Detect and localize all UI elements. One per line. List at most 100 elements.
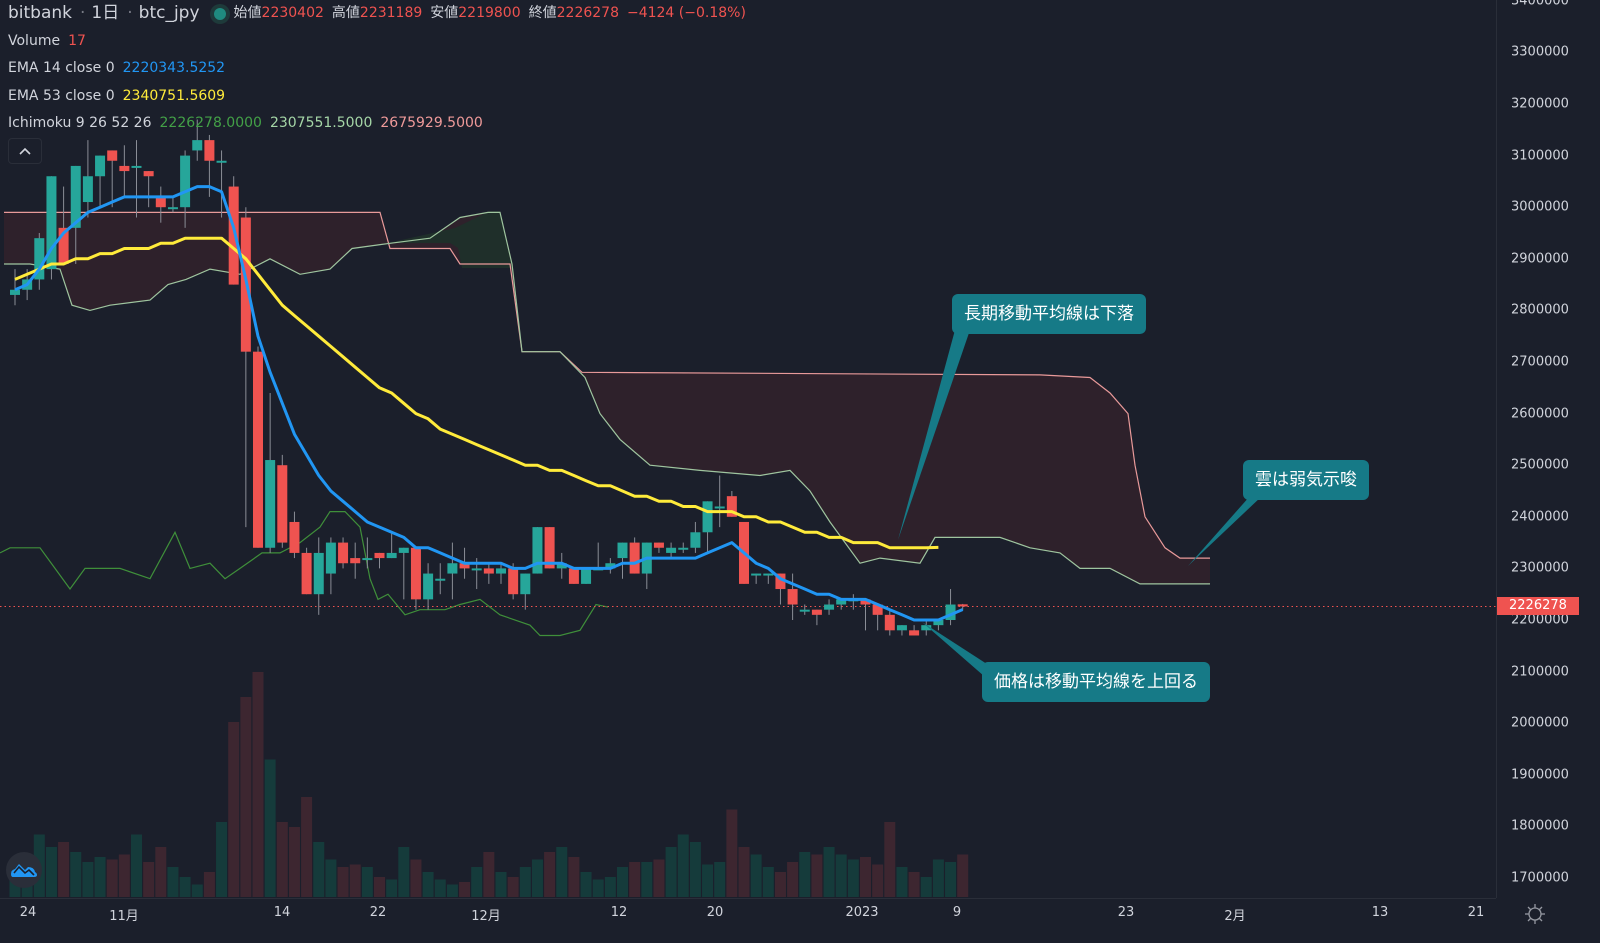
volume-legend[interactable]: Volume 17 (8, 28, 754, 56)
candle-body (410, 547, 421, 600)
candle-body (617, 542, 628, 559)
collapse-legend-button[interactable] (8, 138, 42, 164)
volume-value: 17 (68, 32, 86, 49)
candle-body (763, 573, 774, 576)
ema53-legend[interactable]: EMA 53 close 0 2340751.5609 (8, 83, 754, 111)
volume-bar (544, 852, 556, 897)
volume-bar (155, 847, 167, 897)
time-tick: 2023 (845, 905, 879, 920)
candle-body (423, 573, 434, 600)
volume-bar (774, 872, 786, 897)
price-tick: 1700000 (1511, 870, 1569, 886)
volume-bar (714, 862, 726, 897)
volume-bar (811, 854, 823, 897)
volume-bar (313, 842, 325, 897)
price-tick: 2500000 (1511, 457, 1569, 473)
time-tick: 20 (706, 905, 724, 920)
volume-bar (216, 822, 228, 897)
tradingview-logo[interactable] (6, 852, 42, 888)
candle-body (204, 140, 215, 161)
candle-body (253, 351, 263, 548)
market-status-icon (213, 7, 226, 20)
ichimoku-cloud (4, 212, 1210, 584)
callout-ema-falling[interactable]: 長期移動平均線は下落 (952, 294, 1146, 334)
candle-body (933, 620, 944, 626)
volume-bar (398, 847, 410, 897)
ema53-value: 2340751.5609 (122, 87, 226, 104)
volume-bar (471, 867, 483, 897)
time-tick: 21 (1467, 905, 1485, 920)
time-tick: 13 (1371, 905, 1389, 920)
volume-bar (276, 822, 288, 897)
interval-label[interactable]: 1日 (91, 3, 120, 23)
callout-pointer (898, 330, 970, 540)
candle-body (459, 563, 470, 569)
volume-bar (726, 809, 738, 897)
open-label: 始値 (233, 5, 262, 21)
price-tick: 1800000 (1511, 818, 1569, 834)
volume-bar (106, 859, 118, 897)
candle-body (714, 506, 725, 509)
price-chart-canvas[interactable] (0, 0, 1496, 898)
volume-bar (847, 859, 859, 897)
volume-bar (374, 877, 385, 897)
volume-bar (604, 877, 616, 897)
volume-bar (872, 864, 884, 897)
ichimoku-kijun-value: 2307551.5000 (269, 115, 373, 131)
volume-bar (702, 864, 714, 897)
ichimoku-lagging-span (0, 511, 609, 637)
candle-body (58, 227, 69, 264)
chart-legend: bitbank · 1日 · btc_jpy 始値 2230402 高値 22311… (8, 0, 754, 138)
candle-body (228, 186, 239, 285)
time-axis[interactable]: 24 11月 14 22 12月 12 20 2023 9 23 2月 13 21 (0, 898, 1496, 943)
candle-body (216, 160, 227, 163)
candle-body (483, 568, 494, 574)
candle-body (496, 568, 506, 574)
candle-body (520, 573, 531, 595)
candle-body (265, 460, 276, 548)
ichimoku-tenkan-value: 2226278.0000 (159, 115, 262, 131)
price-tick: 3000000 (1511, 199, 1569, 215)
candle-body (338, 542, 349, 564)
ema53-line (14, 236, 939, 550)
volume-bar (531, 859, 543, 897)
volume-bar (70, 852, 82, 897)
candle-body (775, 573, 786, 590)
price-tick: 2000000 (1511, 715, 1569, 731)
candle-body (702, 501, 713, 533)
callout-pointer (922, 622, 1000, 690)
time-tick: 12月 (471, 909, 501, 924)
ichimoku-legend[interactable]: Ichimoku 9 26 52 26 2226278.0000 2307551… (8, 110, 754, 138)
ema53-label: EMA 53 close 0 (8, 87, 115, 104)
exchange-name[interactable]: bitbank (8, 3, 73, 23)
volume-bar (507, 877, 519, 897)
time-tick: 9 (952, 905, 962, 920)
callout-price-above-ema[interactable]: 価格は移動平均線を上回る (982, 662, 1210, 702)
volume-bar (908, 872, 920, 897)
candle-body (556, 563, 567, 569)
candle-body (350, 558, 361, 564)
callout-cloud-bearish[interactable]: 雲は弱気示唆 (1243, 460, 1369, 500)
candle-body (581, 568, 592, 584)
symbol-name[interactable]: btc_jpy (138, 3, 200, 23)
chart-settings-button[interactable] (1522, 902, 1548, 928)
volume-bar (143, 862, 155, 897)
low-value: 2219800 (458, 5, 521, 21)
ema14-legend[interactable]: EMA 14 close 0 2220343.5252 (8, 55, 754, 83)
candle-body (896, 625, 907, 631)
price-axis[interactable]: 3400000 3300000 3200000 3100000 3000000 29000… (1496, 0, 1600, 898)
ichimoku-cloud-bullish (388, 211, 512, 268)
time-tick: 23 (1117, 905, 1135, 920)
price-tick: 3400000 (1511, 0, 1569, 9)
ichimoku-span-a (4, 211, 1210, 585)
candle-body (726, 496, 737, 517)
volume-bar (556, 847, 568, 897)
volume-bar (495, 872, 507, 897)
price-tick: 2600000 (1511, 406, 1569, 422)
volume-bar (568, 857, 580, 897)
change-value: −4124 (−0.18%) (626, 5, 746, 21)
cloud-logo-icon (11, 864, 37, 877)
ichimoku-span-b-value: 2675929.5000 (380, 115, 483, 131)
volume-bar (45, 847, 57, 897)
candle-body (666, 547, 677, 553)
